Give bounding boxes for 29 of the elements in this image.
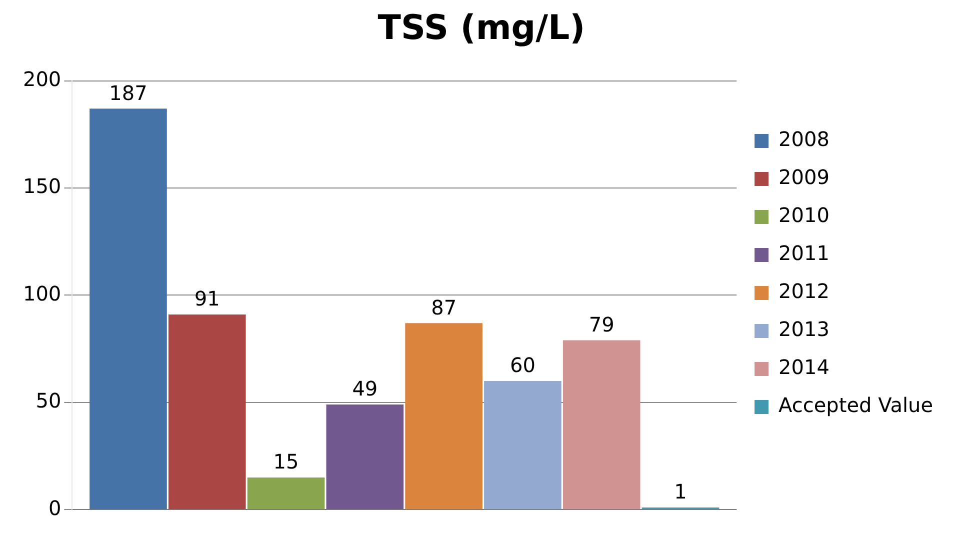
legend-label: 2008 bbox=[778, 127, 830, 152]
legend-label: 2014 bbox=[778, 355, 830, 380]
bar bbox=[168, 314, 246, 510]
data-label: 49 bbox=[352, 376, 378, 401]
bar bbox=[405, 323, 482, 510]
legend-label: 2012 bbox=[778, 279, 830, 304]
legend-label: 2011 bbox=[778, 241, 830, 266]
bar bbox=[562, 340, 640, 510]
legend-label: 2010 bbox=[778, 203, 830, 228]
data-label: 1 bbox=[674, 480, 687, 504]
y-tick-label: 200 bbox=[22, 67, 62, 92]
y-tick-label: 0 bbox=[48, 496, 62, 520]
data-label: 79 bbox=[588, 312, 614, 336]
data-label: 15 bbox=[273, 450, 299, 474]
y-tick-label: 100 bbox=[22, 281, 62, 306]
y-tick-label: 150 bbox=[22, 174, 62, 198]
data-label: 187 bbox=[109, 80, 148, 105]
bar bbox=[326, 404, 404, 510]
chart-title: TSS (mg/L) bbox=[378, 8, 586, 48]
data-label: 60 bbox=[510, 353, 536, 378]
bar bbox=[90, 108, 167, 510]
legend-label: Accepted Value bbox=[778, 393, 934, 418]
bar bbox=[247, 477, 325, 510]
bar bbox=[484, 380, 562, 510]
data-label: 91 bbox=[194, 286, 220, 311]
legend-label: 2009 bbox=[778, 165, 830, 190]
legend-label: 2013 bbox=[778, 317, 830, 342]
y-tick-label: 50 bbox=[36, 388, 62, 413]
data-label: 87 bbox=[431, 295, 457, 320]
